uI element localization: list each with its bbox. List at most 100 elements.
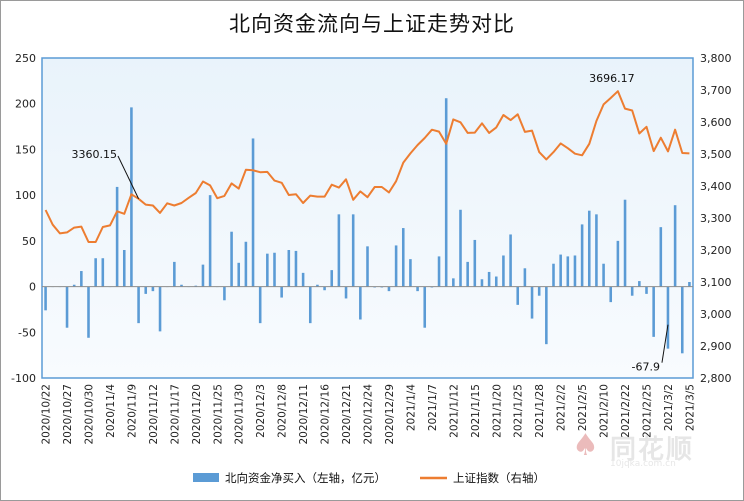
bar-34 bbox=[287, 250, 291, 287]
x-tick-label: 2020/11/30 bbox=[234, 384, 246, 445]
left-tick-label: 50 bbox=[22, 235, 36, 248]
bar-84 bbox=[645, 286, 648, 294]
bar-31 bbox=[266, 253, 269, 287]
bar-74 bbox=[573, 255, 577, 287]
x-tick-label: 2020/10/30 bbox=[84, 384, 96, 445]
bar-14 bbox=[144, 286, 148, 294]
x-tick-label: 2020/12/8 bbox=[277, 384, 289, 438]
x-tick-label: 2020/12/29 bbox=[384, 384, 396, 445]
bar-28 bbox=[244, 241, 248, 287]
x-tick-label: 2021/1/15 bbox=[470, 384, 482, 438]
index-line bbox=[44, 90, 690, 243]
bar-77 bbox=[595, 214, 598, 287]
bar-4 bbox=[72, 284, 76, 287]
bar-6 bbox=[87, 286, 90, 338]
bar-72 bbox=[559, 254, 562, 287]
bar-75 bbox=[580, 224, 584, 287]
bar-64 bbox=[502, 255, 505, 287]
x-tick-label: 2020/11/9 bbox=[126, 384, 138, 438]
bar-45 bbox=[366, 246, 369, 287]
left-tick-label: 0 bbox=[29, 281, 36, 294]
bar-8 bbox=[101, 258, 105, 287]
bar-63 bbox=[494, 276, 498, 287]
right-tick-label: 2,900 bbox=[700, 340, 732, 353]
bar-0 bbox=[44, 286, 47, 311]
bar-18 bbox=[173, 261, 176, 287]
annotation-label: 3696.17 bbox=[589, 72, 635, 85]
bar-56 bbox=[444, 98, 448, 287]
x-tick-label: 2020/12/3 bbox=[255, 384, 267, 438]
x-tick-label: 2021/1/7 bbox=[427, 384, 439, 431]
bar-48 bbox=[387, 286, 391, 292]
right-tick-label: 3,800 bbox=[700, 52, 732, 65]
bar-3 bbox=[65, 286, 69, 328]
x-tick-label: 2021/2/25 bbox=[642, 384, 654, 438]
bar-66 bbox=[516, 286, 520, 305]
right-tick-label: 2,800 bbox=[700, 372, 732, 385]
legend-swatch-bars bbox=[193, 473, 219, 482]
x-tick-label: 2020/11/12 bbox=[148, 384, 160, 445]
bar-60 bbox=[473, 239, 477, 287]
bar-85 bbox=[652, 286, 655, 337]
bar-19 bbox=[180, 284, 183, 287]
bar-53 bbox=[423, 286, 427, 328]
plot-area bbox=[41, 57, 694, 379]
bar-81 bbox=[623, 199, 627, 287]
bar-23 bbox=[208, 195, 212, 287]
annotation-leader bbox=[117, 155, 140, 199]
x-tick-label: 2020/12/11 bbox=[298, 384, 310, 445]
bar-87 bbox=[666, 286, 670, 349]
right-tick-label: 3,400 bbox=[700, 180, 732, 193]
x-tick-label: 2020/11/25 bbox=[212, 384, 224, 445]
x-tick-label: 2021/1/20 bbox=[491, 384, 503, 438]
bar-49 bbox=[394, 245, 398, 287]
bar-80 bbox=[616, 240, 620, 287]
bar-69 bbox=[537, 286, 541, 296]
bar-86 bbox=[659, 227, 663, 287]
bar-36 bbox=[301, 272, 305, 287]
bar-16 bbox=[158, 286, 162, 332]
x-tick-label: 2021/3/5 bbox=[684, 384, 696, 431]
right-tick-label: 3,500 bbox=[700, 148, 732, 161]
left-tick-label: 200 bbox=[15, 98, 36, 111]
annotation-leader bbox=[661, 324, 669, 363]
bar-57 bbox=[452, 278, 455, 287]
bar-38 bbox=[316, 284, 319, 287]
right-tick-label: 3,000 bbox=[700, 308, 732, 321]
bar-62 bbox=[487, 271, 491, 287]
x-tick-label: 2020/12/24 bbox=[363, 384, 375, 445]
x-tick-label: 2021/1/25 bbox=[513, 384, 525, 438]
x-tick-label: 2021/2/5 bbox=[577, 384, 589, 431]
legend-label-line: 上证指数（右轴） bbox=[453, 471, 545, 485]
bar-25 bbox=[223, 286, 226, 301]
x-tick-label: 2020/12/16 bbox=[320, 384, 332, 445]
bar-67 bbox=[523, 268, 527, 287]
bar-71 bbox=[552, 263, 555, 287]
x-tick-label: 2021/1/28 bbox=[534, 384, 546, 438]
bar-39 bbox=[323, 286, 326, 291]
left-tick-label: 250 bbox=[15, 52, 36, 65]
bar-52 bbox=[416, 286, 419, 292]
left-tick-label: -50 bbox=[18, 326, 36, 339]
right-tick-label: 3,300 bbox=[700, 212, 732, 225]
left-tick-label: -100 bbox=[11, 372, 36, 385]
bar-27 bbox=[237, 262, 241, 287]
bar-10 bbox=[115, 186, 119, 287]
bar-33 bbox=[280, 286, 283, 298]
right-tick-label: 3,600 bbox=[700, 116, 732, 129]
right-tick-label: 3,200 bbox=[700, 244, 732, 257]
x-tick-label: 2020/11/20 bbox=[191, 384, 203, 445]
bar-61 bbox=[480, 279, 484, 287]
bar-41 bbox=[337, 214, 341, 287]
bar-58 bbox=[459, 209, 462, 287]
left-tick-label: 150 bbox=[15, 143, 36, 156]
spade-logo-icon: ♠ bbox=[572, 428, 599, 463]
bar-59 bbox=[466, 261, 469, 287]
bar-22 bbox=[201, 264, 205, 287]
bar-29 bbox=[251, 138, 255, 287]
x-tick-label: 2021/1/4 bbox=[405, 384, 417, 431]
bar-7 bbox=[94, 258, 97, 287]
bar-13 bbox=[137, 286, 140, 324]
right-tick-label: 3,100 bbox=[700, 276, 732, 289]
